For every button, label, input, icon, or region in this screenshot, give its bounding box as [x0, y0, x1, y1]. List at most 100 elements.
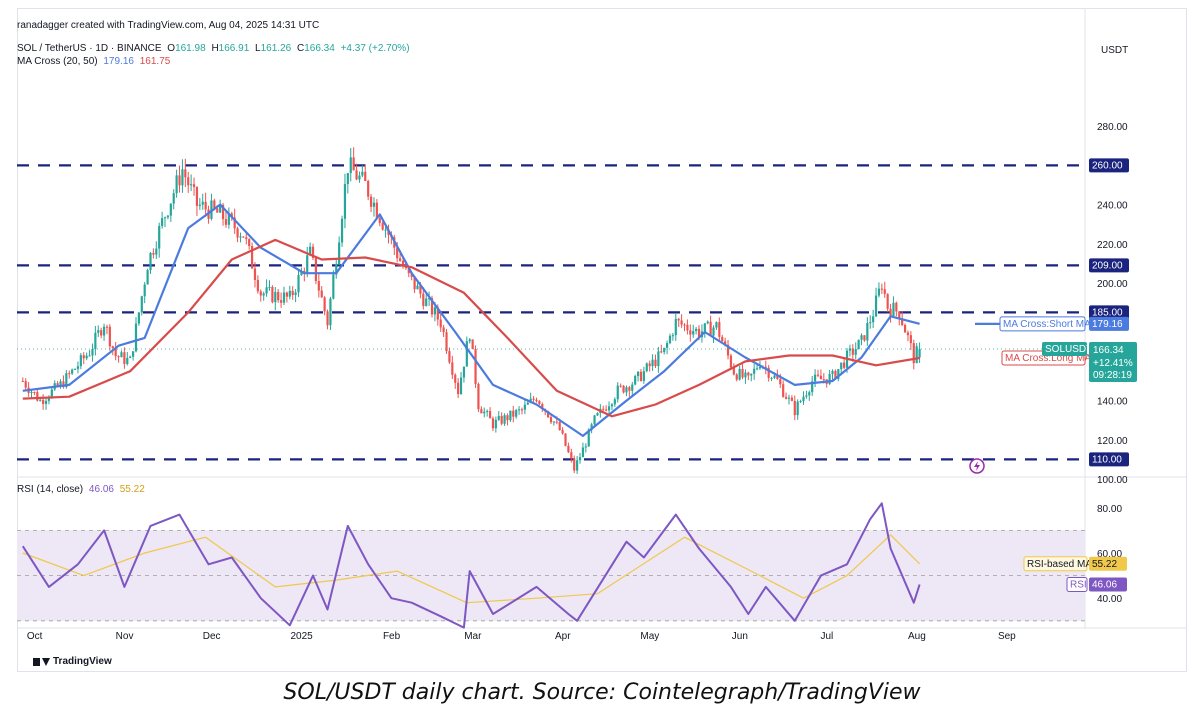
candle-body — [689, 330, 692, 335]
candle-body — [901, 318, 904, 325]
candle-body — [718, 322, 721, 337]
candle-body — [854, 349, 857, 355]
candle-body — [750, 373, 753, 376]
alert-icon[interactable] — [969, 458, 985, 474]
symbol-line: SOL / TetherUS · 1D · BINANCE O161.98 H1… — [17, 43, 413, 54]
rsi-value-tag-text: 46.06 — [1092, 580, 1117, 591]
candle-body — [335, 264, 338, 275]
candle-body — [111, 346, 114, 349]
chart-container[interactable]: 280.00260.00240.00220.00200.00180.00160.… — [17, 8, 1187, 672]
candle-body — [428, 298, 431, 300]
candle-body — [73, 368, 77, 370]
level-tag-bg — [1089, 258, 1129, 273]
candle-body — [552, 421, 556, 423]
candle-body — [213, 200, 216, 209]
close-value: 166.34 — [304, 43, 335, 54]
short-ma-value-tag-bg — [1089, 316, 1129, 331]
candle-body — [407, 268, 410, 274]
candle-body — [898, 311, 901, 319]
candle-body — [149, 252, 152, 271]
candle-body — [587, 429, 590, 447]
rsi-line — [21, 502, 921, 629]
candle-body — [642, 371, 645, 381]
candle-body — [874, 295, 878, 317]
symbol-name-tag-bg — [1042, 341, 1087, 356]
candle-body — [822, 379, 825, 381]
candle-body — [628, 387, 631, 391]
candle-body — [361, 171, 364, 176]
candle-body — [509, 410, 512, 421]
candle-body — [323, 297, 326, 312]
candle-body — [71, 369, 74, 374]
level-tag-text: 209.00 — [1092, 260, 1123, 271]
candle-body — [503, 415, 506, 424]
candle-body — [445, 332, 448, 352]
candle-body — [515, 410, 518, 417]
time-tick-label: Nov — [116, 631, 134, 642]
candle-body — [155, 248, 158, 255]
rsi-lines — [21, 502, 921, 629]
candle-body — [404, 266, 407, 269]
candle-body — [596, 413, 599, 416]
candle-body — [358, 175, 361, 180]
candle-body — [912, 343, 915, 364]
candle-body — [422, 293, 425, 306]
candle-body — [294, 292, 297, 296]
candle-body — [784, 396, 788, 399]
candle-body — [140, 296, 143, 313]
candle-body — [242, 236, 245, 238]
tradingview-logo-icon — [33, 657, 50, 666]
candle-body — [555, 421, 558, 423]
time-tick-label: Mar — [464, 631, 482, 642]
short-ma-name-tag-bg — [999, 316, 1086, 332]
candle-body — [369, 196, 373, 207]
candle-body — [274, 291, 277, 303]
candle-body — [494, 419, 497, 429]
candle-body — [573, 458, 576, 471]
candle-body — [497, 416, 500, 420]
candle-body — [24, 381, 27, 388]
candle-body — [616, 385, 619, 400]
rsi-name-tag-bg — [1066, 577, 1088, 593]
ma-legend[interactable]: MA Cross (20, 50) 179.16 161.75 — [17, 56, 173, 67]
candle-body — [172, 193, 175, 204]
candle-body — [738, 368, 741, 380]
candle-body — [477, 383, 480, 410]
candle-body — [906, 332, 910, 336]
price-chart[interactable]: 280.00260.00240.00220.00200.00180.00160.… — [17, 8, 1187, 672]
candle-body — [117, 356, 120, 358]
candle-body — [892, 302, 895, 317]
candle-body — [703, 323, 706, 332]
candle-body — [726, 344, 730, 356]
candle-body — [248, 239, 251, 247]
candle-body — [480, 409, 483, 414]
time-tick-label: Jun — [732, 631, 748, 642]
chart-caption: SOL/USDT daily chart. Source: Cointelegr… — [283, 680, 921, 705]
chart-border — [17, 8, 1187, 672]
tradingview-brand[interactable]: TradingView — [33, 656, 112, 667]
moving-averages — [17, 203, 1085, 437]
candle-body — [732, 367, 735, 375]
price-tick-label: 120.00 — [1097, 436, 1128, 447]
time-tick-label: May — [640, 631, 659, 642]
candle-body — [349, 157, 352, 174]
rsi-legend[interactable]: RSI (14, close) 46.06 55.22 — [17, 484, 148, 495]
price-tick-label: 200.00 — [1097, 279, 1128, 290]
ma-long-value: 161.75 — [139, 56, 171, 67]
candle-body — [425, 298, 428, 306]
rsi-ma-name-tag-text: RSI-based MA — [1027, 559, 1092, 570]
rsi-band-layer — [17, 8, 1187, 629]
candle-body — [895, 302, 898, 312]
candle-body — [372, 202, 376, 207]
candle-body — [277, 291, 280, 301]
candle-body — [169, 203, 172, 216]
candle-body — [332, 274, 335, 299]
candle-body — [863, 335, 866, 341]
candle-body — [671, 335, 674, 337]
candle-body — [619, 385, 622, 387]
time-tick-label: Apr — [555, 631, 571, 642]
symbol-name[interactable]: SOL / TetherUS · 1D · BINANCE — [17, 43, 162, 54]
rsi-ma-value-tag-bg — [1089, 556, 1127, 571]
candle-body — [782, 384, 785, 397]
candle-body — [860, 335, 863, 340]
